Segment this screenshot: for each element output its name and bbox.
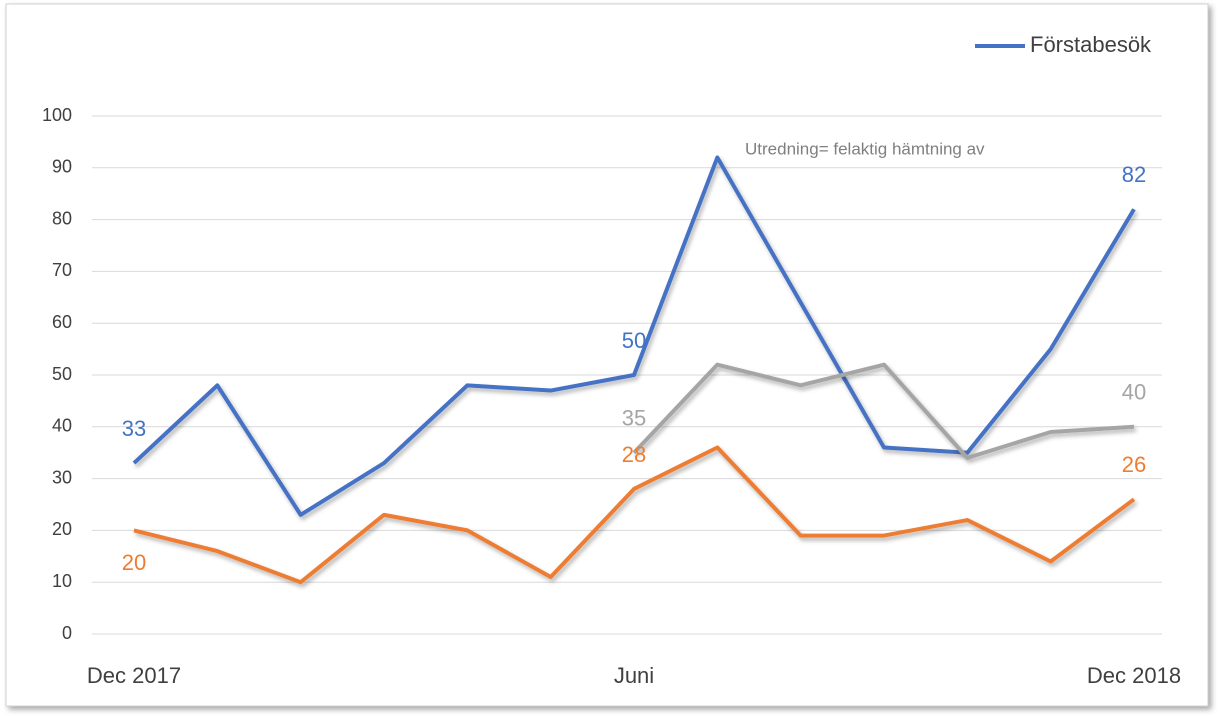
data-label: 26: [1122, 452, 1146, 477]
y-tick-label: 40: [52, 416, 72, 436]
y-tick-label: 60: [52, 312, 72, 332]
data-label: 40: [1122, 380, 1146, 405]
y-tick-label: 90: [52, 157, 72, 177]
y-tick-label: 30: [52, 467, 72, 487]
data-label: 33: [122, 416, 146, 441]
legend-label: Förstabesök: [1030, 32, 1152, 57]
y-tick-label: 20: [52, 519, 72, 539]
data-label: 28: [622, 442, 646, 467]
data-label: 35: [622, 406, 646, 431]
line-series: [133, 445, 1136, 585]
y-tick-label: 50: [52, 364, 72, 384]
data-label: 50: [622, 328, 646, 353]
x-tick-label: Dec 2017: [87, 663, 181, 688]
frame: [5, 3, 1209, 707]
line-series: [632, 362, 1135, 460]
y-tick-label: 0: [62, 623, 72, 643]
line-series: [132, 155, 1136, 517]
y-tick-label: 80: [52, 208, 72, 228]
annotation: Utredning= felaktig hämtning av: [745, 139, 985, 158]
y-tick-label: 10: [52, 571, 72, 591]
y-tick-label: 100: [42, 105, 72, 125]
data-label: 82: [1122, 162, 1146, 187]
data-label: 20: [122, 550, 146, 575]
x-tick-label: Juni: [614, 663, 654, 688]
y-tick-label: 70: [52, 260, 72, 280]
x-tick-label: Dec 2018: [1087, 663, 1181, 688]
